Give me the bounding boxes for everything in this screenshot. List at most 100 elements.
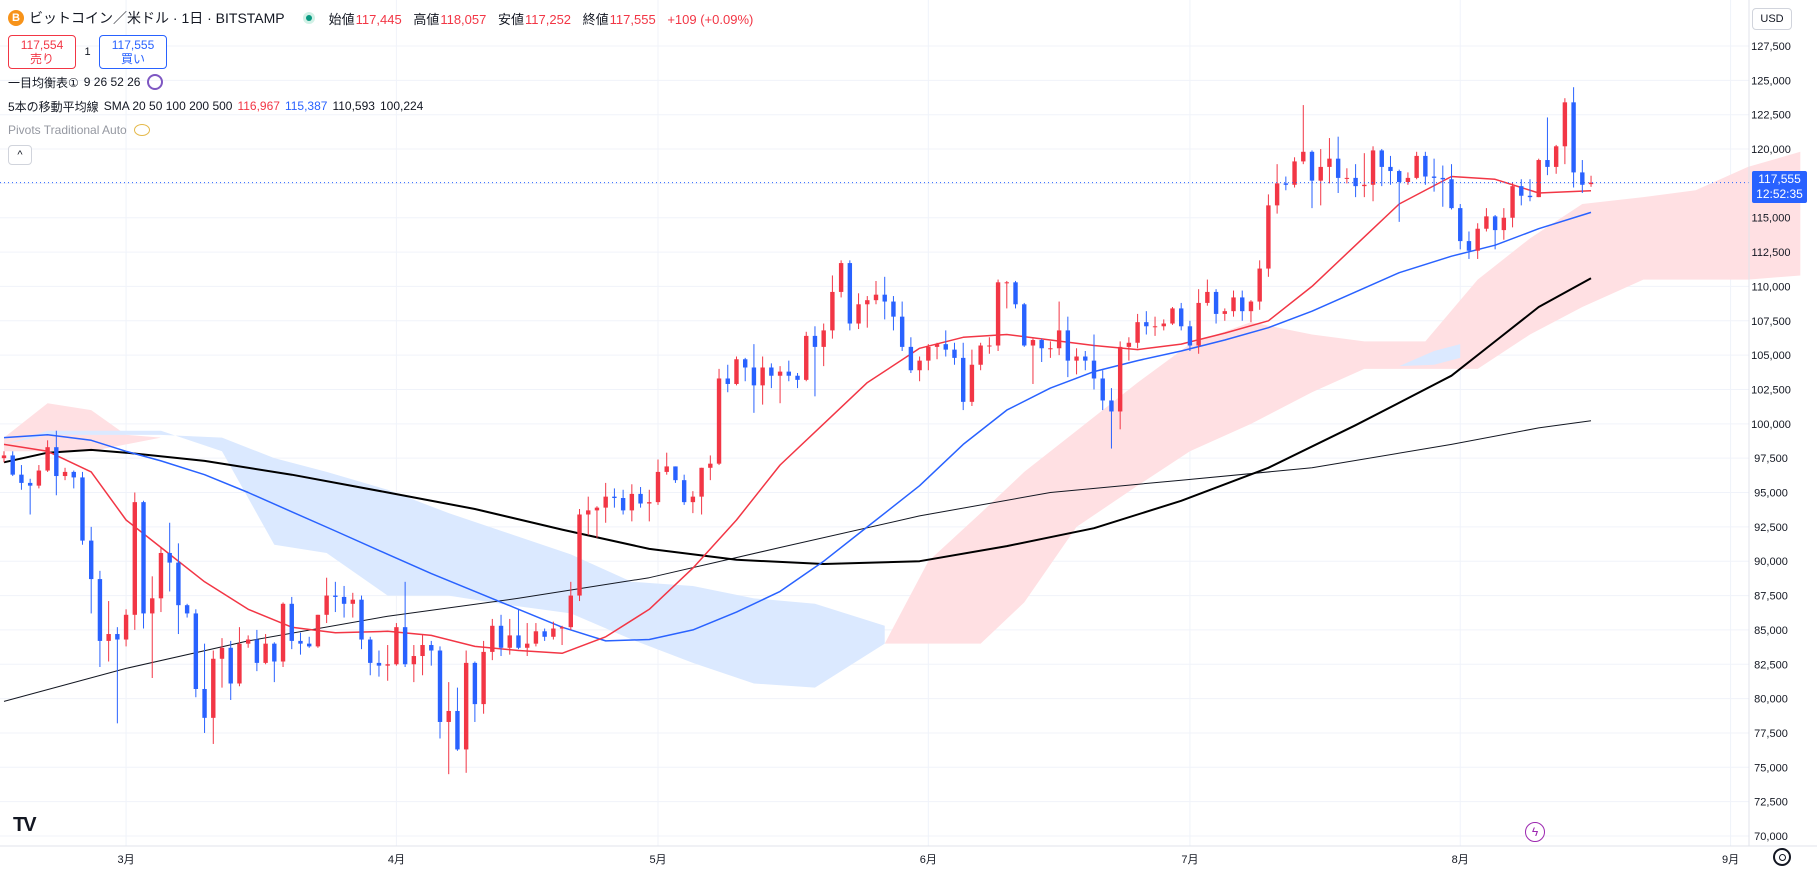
- collapse-legend-button[interactable]: ^: [8, 145, 32, 165]
- buy-price: 117,555: [111, 38, 155, 52]
- candle-body: [908, 346, 914, 371]
- candle-body: [1013, 282, 1018, 305]
- candle-body: [620, 498, 626, 511]
- candle-body: [943, 344, 948, 350]
- cloud-bull-area: [884, 151, 1801, 644]
- currency-selector[interactable]: USD: [1752, 8, 1792, 30]
- candle-body: [725, 378, 730, 384]
- candle-body: [873, 294, 879, 301]
- trade-buttons: 117,554 売り 1 117,555 買い: [8, 34, 761, 70]
- candle-body: [1588, 182, 1594, 185]
- candle-body: [263, 643, 268, 663]
- candle-body: [420, 645, 425, 657]
- candle-body: [1440, 177, 1445, 180]
- lightning-icon[interactable]: ϟ: [1525, 822, 1545, 842]
- indicator-pivots[interactable]: Pivots Traditional Auto: [8, 118, 761, 142]
- candle-body: [481, 651, 486, 705]
- candle-body: [1266, 205, 1271, 269]
- settings-gear-icon[interactable]: [1773, 848, 1791, 866]
- candle-body: [1449, 179, 1454, 209]
- candle-body: [882, 294, 887, 302]
- price-tick-label: 80,000: [1754, 694, 1788, 706]
- candle-body: [1117, 346, 1123, 412]
- price-tick-label: 70,000: [1754, 831, 1788, 843]
- candle-body: [1274, 183, 1280, 206]
- tradingview-logo[interactable]: TV: [13, 814, 37, 836]
- candle-body: [1423, 155, 1428, 177]
- open-label: 始値: [328, 11, 355, 27]
- candle-body: [1039, 340, 1044, 349]
- candle-body: [1187, 326, 1193, 346]
- indicator-ichimoku[interactable]: 一目均衡表① 9 26 52 26: [8, 70, 761, 94]
- candle-body: [1536, 160, 1541, 198]
- candle-body: [507, 635, 512, 648]
- bar-countdown: 12:52:35: [1756, 187, 1803, 201]
- candle-body: [280, 603, 286, 662]
- price-tick-label: 82,500: [1754, 659, 1788, 671]
- price-axis[interactable]: 127,500125,000122,500120,000117,500115,0…: [1751, 41, 1791, 843]
- candle-body: [150, 598, 155, 614]
- candle-body: [1, 455, 7, 459]
- price-tick-label: 102,500: [1751, 384, 1791, 396]
- buy-button[interactable]: 117,555 買い: [99, 35, 167, 69]
- price-tick-label: 122,500: [1751, 110, 1791, 122]
- candle-body: [176, 562, 181, 606]
- candle-body: [1353, 177, 1358, 187]
- candle-body: [1519, 186, 1524, 196]
- candle-body: [202, 688, 207, 718]
- candle-body: [315, 614, 321, 647]
- candle-body: [1213, 291, 1219, 314]
- price-tick-label: 77,500: [1754, 728, 1788, 740]
- candle-body: [158, 552, 164, 599]
- candle-body: [1161, 323, 1166, 327]
- price-tick-label: 95,000: [1754, 488, 1788, 500]
- candle-body: [559, 627, 565, 629]
- candle-body: [655, 471, 661, 503]
- sell-button[interactable]: 117,554 売り: [8, 35, 76, 69]
- candle-body: [307, 643, 312, 647]
- candle-body: [603, 496, 608, 508]
- candle-body: [856, 304, 861, 324]
- candle-body: [1379, 150, 1384, 167]
- ohlc-values: 始値117,445 高値118,057 安値117,252 終値117,555 …: [329, 9, 762, 28]
- symbol-title[interactable]: ビットコイン／米ドル · 1日 · BITSTAMP: [29, 10, 285, 26]
- candle-body: [27, 482, 33, 486]
- close-value: 117,555: [609, 11, 656, 27]
- candle-body: [1527, 195, 1533, 198]
- candle-body: [577, 514, 582, 596]
- candle-body: [359, 599, 364, 640]
- candle-body: [71, 471, 76, 478]
- indicator-sma[interactable]: 5本の移動平均線 SMA 20 50 100 200 500 116,967 1…: [8, 94, 761, 118]
- close-label: 終値: [582, 11, 609, 27]
- time-axis[interactable]: 3月 4月 5月 6月 7月 8月 9月: [118, 854, 1740, 866]
- ichimoku-name: 一目均衡表①: [8, 75, 79, 90]
- candle-body: [934, 344, 940, 347]
- cloud-bear-area: [4, 430, 885, 688]
- candles: [1, 87, 1594, 775]
- cloud-bear-area: [1399, 344, 1461, 367]
- candle-body: [54, 447, 59, 477]
- price-tick-label: 85,000: [1754, 625, 1788, 637]
- candle-body: [664, 466, 669, 472]
- sma-value-50: 115,387: [284, 99, 328, 113]
- last-price-tag: 117,555 12:52:35: [1752, 171, 1807, 203]
- cloud-bull-area: [4, 403, 161, 452]
- candle-body: [1144, 322, 1149, 327]
- candle-body: [1545, 160, 1550, 167]
- candle-body: [219, 647, 225, 659]
- candle-body: [891, 301, 896, 317]
- candle-body: [429, 645, 434, 651]
- low-label: 安値: [497, 11, 524, 27]
- hidden-eye-icon[interactable]: [133, 124, 150, 136]
- candle-body: [1344, 177, 1350, 179]
- candle-body: [245, 639, 251, 644]
- candle-body: [368, 639, 373, 663]
- candle-body: [62, 471, 68, 477]
- candle-body: [490, 625, 495, 652]
- candle-body: [1405, 177, 1411, 183]
- candle-body: [969, 364, 975, 402]
- refresh-icon[interactable]: [147, 74, 164, 90]
- candle-body: [1179, 308, 1184, 327]
- candle-body: [394, 627, 399, 665]
